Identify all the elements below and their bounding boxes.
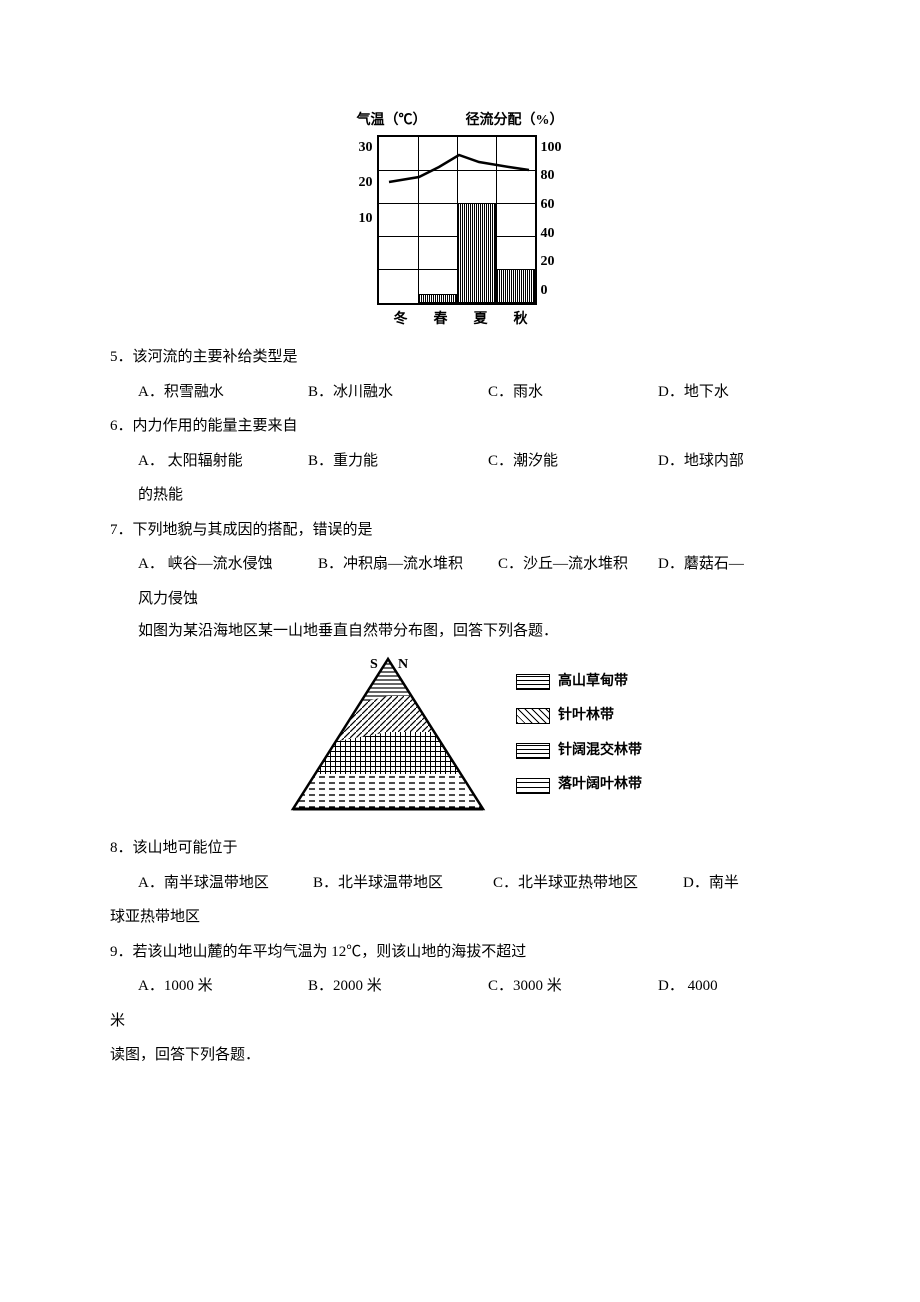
- xlabel: 秋: [514, 307, 528, 334]
- ytick-right: 0: [541, 278, 548, 305]
- q6-number: 6．: [110, 418, 133, 434]
- q7-opt-b: B．冲积扇—流水堆积: [318, 550, 498, 579]
- xlabel: 春: [434, 307, 448, 334]
- q7-opt-c: C．沙丘—流水堆积: [498, 550, 658, 579]
- legend-label: 落叶阔叶林带: [558, 772, 642, 799]
- mountain-svg-wrap: S N: [278, 654, 498, 814]
- q9-opt-a: A．1000 米: [138, 972, 308, 1001]
- q9-options: A．1000 米 B．2000 米 C．3000 米 D． 4000: [110, 972, 810, 1001]
- q6-opt-d-prefix: D．地球内部: [658, 447, 808, 476]
- q6-stem: 6．内力作用的能量主要来自: [110, 412, 810, 441]
- chart1-left-axis: 30 20 10: [355, 135, 377, 305]
- q7-stem: 7．下列地貌与其成因的搭配，错误的是: [110, 516, 810, 545]
- q7-opt-a: A． 峡谷—流水侵蚀: [138, 550, 318, 579]
- ytick-right: 100: [541, 135, 562, 162]
- ytick-right: 60: [541, 192, 555, 219]
- q5-opt-c: C．雨水: [488, 378, 658, 407]
- label-s: S: [370, 657, 378, 672]
- q9-text: 若该山地山麓的年平均气温为 12℃，则该山地的海拔不超过: [133, 944, 527, 960]
- q8-opt-b: B．北半球温带地区: [313, 869, 493, 898]
- q8-stem: 8．该山地可能位于: [110, 834, 810, 863]
- q6-opt-b: B．重力能: [308, 447, 488, 476]
- mountain-chart: S N 高山草甸带 针叶林带 针阔混交林带: [278, 654, 642, 814]
- q9-opt-b: B．2000 米: [308, 972, 488, 1001]
- q8-number: 8．: [110, 840, 133, 856]
- q6-opt-d-wrap: 的热能: [110, 481, 810, 510]
- legend-label: 针阔混交林带: [558, 738, 642, 765]
- chart1-x-axis: 冬 春 夏 秋: [381, 305, 541, 334]
- q9-opt-d-wrap: 米: [110, 1007, 810, 1036]
- ytick-left: 30: [359, 135, 373, 162]
- q9-stem: 9．若该山地山麓的年平均气温为 12℃，则该山地的海拔不超过: [110, 938, 810, 967]
- ytick-left: 20: [359, 170, 373, 197]
- q5-stem: 5．该河流的主要补给类型是: [110, 343, 810, 372]
- q5-opt-d: D．地下水: [658, 378, 808, 407]
- xlabel: 夏: [474, 307, 488, 334]
- outro-text: 读图，回答下列各题．: [110, 1041, 810, 1070]
- chart1-titles: 气温（℃） 径流分配（%）: [355, 108, 566, 135]
- swatch-dash-icon: [516, 778, 550, 794]
- legend-row: 针阔混交林带: [516, 738, 642, 765]
- legend-row: 针叶林带: [516, 703, 642, 730]
- q5-number: 5．: [110, 349, 133, 365]
- q8-options: A．南半球温带地区 B．北半球温带地区 C．北半球亚热带地区 D．南半: [110, 869, 810, 898]
- q9-number: 9．: [110, 944, 133, 960]
- swatch-cross-icon: [516, 743, 550, 759]
- q8-opt-a: A．南半球温带地区: [138, 869, 313, 898]
- xlabel: 冬: [394, 307, 408, 334]
- q8-opt-d-wrap: 球亚热带地区: [110, 903, 810, 932]
- q5-options: A．积雪融水 B．冰川融水 C．雨水 D．地下水: [110, 378, 810, 407]
- q7-text: 下列地貌与其成因的搭配，错误的是: [133, 522, 373, 538]
- q5-opt-a: A．积雪融水: [138, 378, 308, 407]
- q9-opt-d-prefix: D． 4000: [658, 972, 808, 1001]
- q5-text: 该河流的主要补给类型是: [133, 349, 298, 365]
- chart1-right-axis: 100 80 60 40 20 0: [537, 135, 566, 305]
- q8-opt-d-prefix: D．南半: [683, 869, 773, 898]
- q7-number: 7．: [110, 522, 133, 538]
- legend-row: 落叶阔叶林带: [516, 772, 642, 799]
- q6-opt-a: A． 太阳辐射能: [138, 447, 308, 476]
- legend-label: 高山草甸带: [558, 669, 628, 696]
- figure-runoff-chart: 气温（℃） 径流分配（%） 30 20 10: [110, 108, 810, 333]
- chart1-right-title: 径流分配（%）: [466, 108, 564, 135]
- figure-mountain: S N 高山草甸带 针叶林带 针阔混交林带: [110, 654, 810, 825]
- swatch-horizontal-icon: [516, 674, 550, 690]
- label-n: N: [398, 657, 408, 672]
- ytick-right: 40: [541, 221, 555, 248]
- mountain-legend: 高山草甸带 针叶林带 针阔混交林带 落叶阔叶林带: [516, 661, 642, 807]
- legend-row: 高山草甸带: [516, 669, 642, 696]
- ytick-right: 20: [541, 249, 555, 276]
- q8-opt-c: C．北半球亚热带地区: [493, 869, 683, 898]
- intro2-text: 如图为某沿海地区某一山地垂直自然带分布图，回答下列各题．: [110, 617, 810, 646]
- ytick-left-spacer: [369, 242, 373, 269]
- ytick-right: 80: [541, 163, 555, 190]
- q7-opt-d-wrap: 风力侵蚀: [110, 585, 810, 614]
- q5-opt-b: B．冰川融水: [308, 378, 488, 407]
- page-root: 气温（℃） 径流分配（%） 30 20 10: [0, 0, 920, 1196]
- q7-options: A． 峡谷—流水侵蚀 B．冲积扇—流水堆积 C．沙丘—流水堆积 D．蘑菇石—: [110, 550, 810, 579]
- mountain-svg: S N: [278, 654, 498, 814]
- legend-label: 针叶林带: [558, 703, 614, 730]
- q8-text: 该山地可能位于: [133, 840, 238, 856]
- ytick-left-spacer: [369, 278, 373, 305]
- q7-opt-d-prefix: D．蘑菇石—: [658, 550, 778, 579]
- q6-text: 内力作用的能量主要来自: [133, 418, 298, 434]
- q6-options: A． 太阳辐射能 B．重力能 C．潮汐能 D．地球内部: [110, 447, 810, 476]
- temp-line: [379, 137, 539, 307]
- runoff-chart: 气温（℃） 径流分配（%） 30 20 10: [355, 108, 566, 333]
- chart1-plot: [377, 135, 537, 305]
- q6-opt-c: C．潮汐能: [488, 447, 658, 476]
- q9-opt-c: C．3000 米: [488, 972, 658, 1001]
- chart1-left-title: 气温（℃）: [357, 108, 427, 135]
- swatch-diagonal-icon: [516, 708, 550, 724]
- ytick-left: 10: [359, 206, 373, 233]
